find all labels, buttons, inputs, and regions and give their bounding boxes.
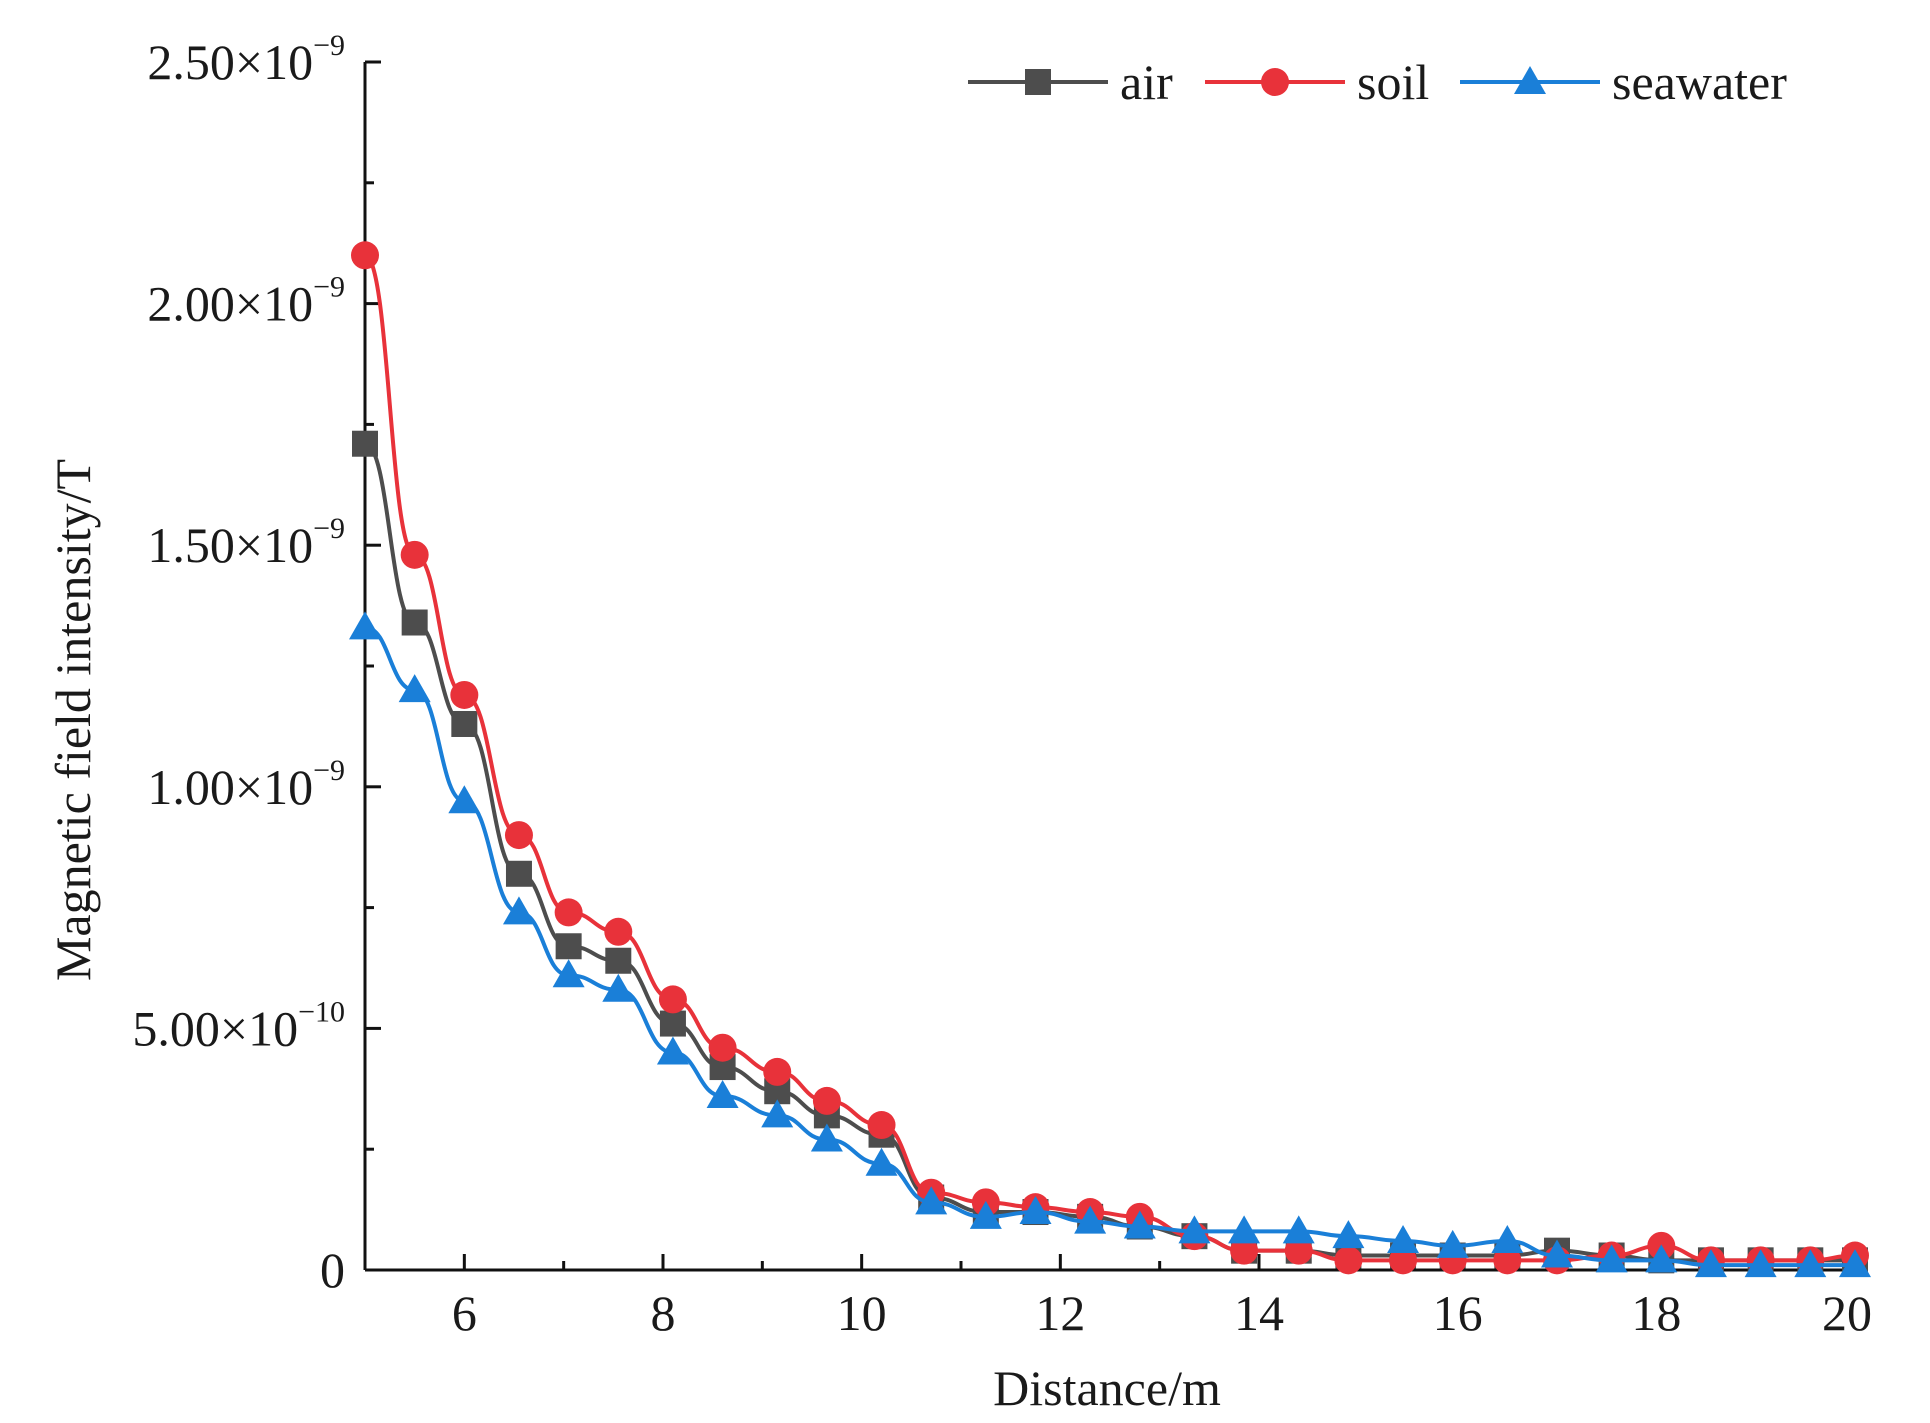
data-point-soil bbox=[1389, 1246, 1418, 1275]
y-tick-label: 1.00×10−9 bbox=[147, 754, 345, 815]
x-tick-label: 18 bbox=[1631, 1285, 1681, 1341]
data-point-seawater bbox=[1387, 1225, 1420, 1254]
data-point-seawater bbox=[1694, 1249, 1727, 1278]
y-tick-label: 2.50×10−9 bbox=[147, 29, 345, 90]
x-tick-label: 10 bbox=[837, 1285, 887, 1341]
series-seawater bbox=[349, 611, 1871, 1278]
data-point-seawater bbox=[1541, 1239, 1573, 1268]
y-tick-label: 2.00×10−9 bbox=[147, 271, 345, 332]
x-tick-label: 12 bbox=[1035, 1285, 1085, 1341]
data-point-air bbox=[605, 947, 632, 974]
series-line-seawater bbox=[364, 625, 1856, 1268]
data-point-soil bbox=[604, 917, 633, 946]
data-point-seawater bbox=[1332, 1220, 1365, 1249]
data-point-air bbox=[401, 609, 428, 636]
data-point-soil bbox=[504, 821, 533, 850]
data-point-seawater bbox=[915, 1186, 948, 1215]
legend-label-air: air bbox=[1120, 54, 1173, 110]
data-point-air bbox=[659, 1010, 686, 1037]
data-point-soil bbox=[351, 241, 379, 270]
data-point-seawater bbox=[1074, 1205, 1107, 1234]
y-tick-label: 5.00×10−10 bbox=[132, 995, 345, 1056]
data-point-seawater bbox=[502, 896, 535, 925]
data-point-seawater bbox=[1123, 1210, 1156, 1239]
x-tick-label: 20 bbox=[1822, 1285, 1872, 1341]
data-point-air bbox=[451, 710, 478, 737]
data-point-air bbox=[352, 430, 378, 457]
legend-item-soil: soil bbox=[1205, 54, 1429, 110]
y-tick-label: 1.50×10−9 bbox=[147, 512, 345, 573]
data-point-soil bbox=[658, 985, 687, 1014]
x-tick-label: 8 bbox=[651, 1285, 676, 1341]
legend: air soil seawater bbox=[968, 54, 1787, 110]
data-point-seawater bbox=[1744, 1249, 1777, 1278]
data-point-soil bbox=[1334, 1246, 1363, 1275]
data-point-soil bbox=[763, 1057, 792, 1086]
data-point-seawater bbox=[349, 611, 381, 640]
data-point-seawater bbox=[1436, 1229, 1469, 1258]
y-tick-label: 0 bbox=[320, 1242, 345, 1298]
data-point-soil bbox=[400, 540, 429, 569]
data-point-seawater bbox=[656, 1036, 689, 1065]
data-point-soil bbox=[708, 1033, 737, 1062]
data-point-soil bbox=[1493, 1246, 1522, 1275]
series-line-air bbox=[364, 441, 1855, 1263]
data-point-seawater bbox=[810, 1123, 843, 1152]
legend-label-seawater: seawater bbox=[1612, 54, 1787, 110]
x-tick-label: 16 bbox=[1433, 1285, 1483, 1341]
data-point-seawater bbox=[448, 785, 481, 814]
series-air bbox=[352, 430, 1868, 1274]
data-point-seawater bbox=[1645, 1244, 1678, 1273]
x-tick-label: 6 bbox=[452, 1285, 477, 1341]
series-soil bbox=[351, 241, 1869, 1275]
legend-marker-soil bbox=[1261, 68, 1289, 96]
data-point-soil bbox=[812, 1086, 841, 1115]
data-point-seawater bbox=[398, 674, 431, 703]
data-point-seawater bbox=[1178, 1215, 1211, 1244]
y-axis-title: Magnetic field intensity/T bbox=[45, 459, 101, 981]
data-point-air bbox=[505, 860, 532, 887]
series-layer bbox=[349, 241, 1871, 1278]
data-point-air bbox=[555, 933, 582, 960]
data-point-soil bbox=[867, 1111, 896, 1140]
x-tick-label: 14 bbox=[1234, 1285, 1284, 1341]
x-axis-title: Distance/m bbox=[993, 1360, 1221, 1416]
data-point-seawater bbox=[1019, 1196, 1052, 1225]
axes: 0 5.00×10−10 1.00×10−9 1.50×10−9 2.00×10−9 2.… bbox=[132, 29, 1872, 1341]
data-point-seawater bbox=[706, 1080, 739, 1109]
data-point-soil bbox=[554, 898, 583, 927]
data-point-soil bbox=[450, 680, 479, 709]
data-point-seawater bbox=[1491, 1225, 1524, 1254]
data-point-seawater bbox=[1282, 1215, 1315, 1244]
legend-item-seawater: seawater bbox=[1460, 54, 1787, 110]
data-point-seawater bbox=[1839, 1249, 1871, 1278]
data-point-seawater bbox=[761, 1099, 794, 1128]
data-point-seawater bbox=[1595, 1244, 1628, 1273]
series-line-soil bbox=[363, 253, 1856, 1263]
data-point-soil bbox=[1284, 1236, 1313, 1265]
data-point-seawater bbox=[1794, 1249, 1827, 1278]
data-point-seawater bbox=[602, 973, 635, 1002]
data-point-seawater bbox=[1228, 1215, 1261, 1244]
data-point-soil bbox=[1230, 1236, 1259, 1265]
legend-label-soil: soil bbox=[1357, 54, 1429, 110]
data-point-seawater bbox=[865, 1147, 898, 1176]
legend-marker-seawater bbox=[1514, 66, 1546, 94]
legend-marker-air bbox=[1025, 69, 1051, 95]
data-point-seawater bbox=[969, 1200, 1002, 1229]
data-point-seawater bbox=[552, 959, 585, 988]
legend-item-air: air bbox=[968, 54, 1173, 110]
